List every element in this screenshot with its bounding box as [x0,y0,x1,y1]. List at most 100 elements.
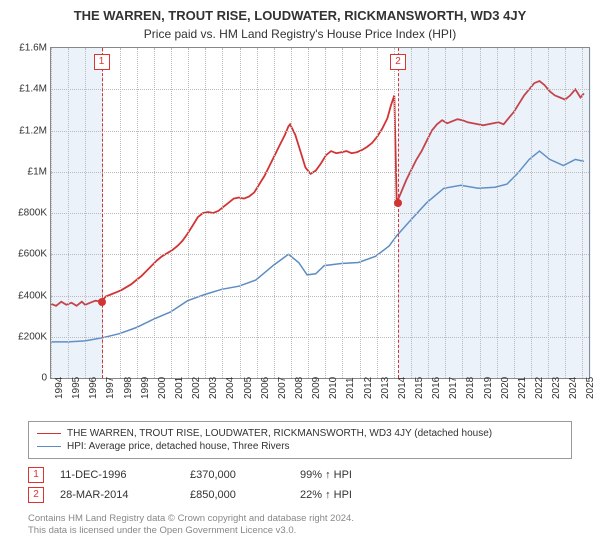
gridline-v [102,48,103,378]
gridline-v [188,48,189,378]
gridline-v [51,48,52,378]
gridline-v [154,48,155,378]
event-row: 111-DEC-1996£370,00099% ↑ HPI [28,465,572,485]
gridline-v [274,48,275,378]
y-axis-label: £1M [3,166,47,177]
gridline-v [291,48,292,378]
gridline-h [51,172,589,173]
gridline-v [582,48,583,378]
footer-attribution: Contains HM Land Registry data © Crown c… [28,513,572,538]
legend-swatch [37,446,61,447]
event-row-badge: 2 [28,487,44,503]
gridline-v [360,48,361,378]
y-axis-label: £600K [3,249,47,260]
x-axis-label: 1994 [54,377,65,399]
gridline-v [531,48,532,378]
x-axis-label: 1996 [88,377,99,399]
event-marker-badge: 2 [390,54,406,70]
gridline-v [171,48,172,378]
gridline-h [51,89,589,90]
x-axis-label: 2015 [414,377,425,399]
x-axis-label: 1998 [123,377,134,399]
x-axis-label: 2002 [191,377,202,399]
gridline-v [308,48,309,378]
y-axis-label: £1.4M [3,84,47,95]
x-axis-label: 2021 [517,377,528,399]
x-axis-label: 2009 [311,377,322,399]
x-axis-label: 2013 [380,377,391,399]
legend-item: THE WARREN, TROUT RISE, LOUDWATER, RICKM… [37,427,563,440]
gridline-v [120,48,121,378]
x-axis-label: 2017 [448,377,459,399]
x-axis-label: 2024 [568,377,579,399]
x-axis-label: 2019 [483,377,494,399]
event-row-badge: 1 [28,467,44,483]
event-marker-line [398,48,399,378]
x-axis-label: 2010 [328,377,339,399]
gridline-v [462,48,463,378]
gridline-v [325,48,326,378]
event-marker-line [102,48,103,378]
legend-label: HPI: Average price, detached house, Thre… [67,441,290,452]
footer-line-2: This data is licensed under the Open Gov… [28,525,572,537]
gridline-v [222,48,223,378]
gridline-v [257,48,258,378]
x-axis-label: 2011 [345,377,356,399]
legend: THE WARREN, TROUT RISE, LOUDWATER, RICKM… [28,421,572,459]
gridline-v [480,48,481,378]
y-axis-label: £1.2M [3,125,47,136]
footer-line-1: Contains HM Land Registry data © Crown c… [28,513,572,525]
x-axis-label: 2022 [534,377,545,399]
gridline-h [51,337,589,338]
event-row: 2 28-MAR-2014£850,00022% ↑ HPI [28,485,572,505]
x-axis-label: 2005 [243,377,254,399]
legend-swatch [37,433,61,434]
x-axis-label: 1995 [71,377,82,399]
gridline-v [497,48,498,378]
gridline-v [205,48,206,378]
gridline-v [411,48,412,378]
x-axis-label: 2014 [397,377,408,399]
page-subtitle: Price paid vs. HM Land Registry's House … [0,23,600,47]
x-axis-label: 2018 [465,377,476,399]
event-row-pct: 22% ↑ HPI [300,489,410,501]
event-row-date: 28-MAR-2014 [60,489,190,501]
x-axis-label: 2000 [157,377,168,399]
event-marker-dot [98,298,106,306]
event-marker-dot [394,199,402,207]
x-axis-label: 1997 [105,377,116,399]
gridline-v [137,48,138,378]
x-axis-label: 2016 [431,377,442,399]
gridline-v [548,48,549,378]
y-axis-label: 0 [3,373,47,384]
price-chart: 0£200K£400K£600K£800K£1M£1.2M£1.4M£1.6M1… [50,47,590,379]
gridline-v [85,48,86,378]
y-axis-label: £800K [3,208,47,219]
gridline-v [514,48,515,378]
y-axis-label: £200K [3,331,47,342]
gridline-h [51,131,589,132]
page-title: THE WARREN, TROUT RISE, LOUDWATER, RICKM… [0,0,600,23]
x-axis-label: 1999 [140,377,151,399]
x-axis-label: 2006 [260,377,271,399]
gridline-v [428,48,429,378]
event-row-pct: 99% ↑ HPI [300,469,410,481]
x-axis-label: 2004 [225,377,236,399]
gridline-v [377,48,378,378]
x-axis-label: 2012 [363,377,374,399]
events-table: 111-DEC-1996£370,00099% ↑ HPI 2 28-MAR-201… [28,465,572,505]
gridline-v [68,48,69,378]
y-axis-label: £400K [3,290,47,301]
y-axis-label: £1.6M [3,43,47,54]
gridline-h [51,296,589,297]
x-axis-label: 2001 [174,377,185,399]
event-row-price: £850,000 [190,489,300,501]
legend-label: THE WARREN, TROUT RISE, LOUDWATER, RICKM… [67,428,492,439]
x-axis-label: 2023 [551,377,562,399]
legend-item: HPI: Average price, detached house, Thre… [37,440,563,453]
gridline-h [51,213,589,214]
gridline-h [51,254,589,255]
event-row-price: £370,000 [190,469,300,481]
x-axis-label: 2003 [208,377,219,399]
gridline-v [565,48,566,378]
